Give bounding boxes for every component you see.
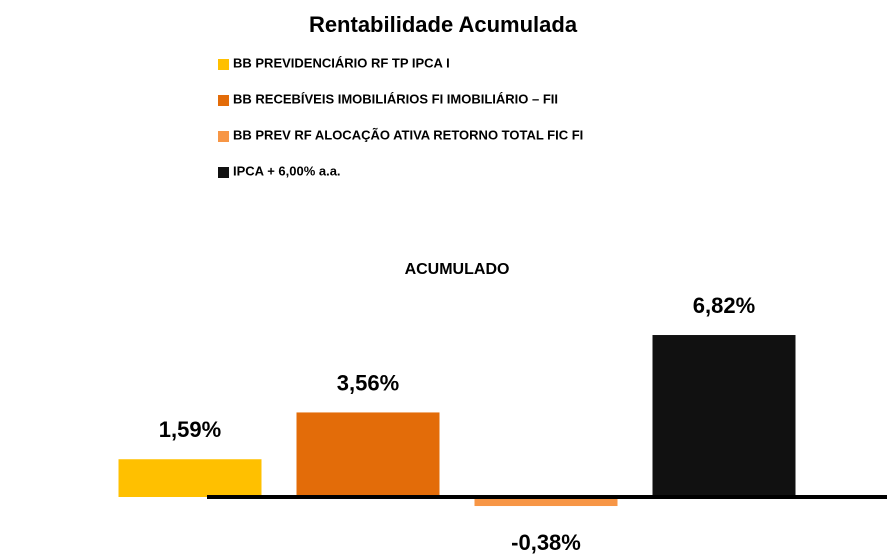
data-label: 1,59%	[159, 417, 221, 442]
legend-swatch	[218, 131, 229, 142]
bar	[118, 459, 262, 497]
category-label: ACUMULADO	[405, 261, 510, 278]
data-label: 6,82%	[693, 293, 755, 318]
legend-swatch	[218, 95, 229, 106]
data-label: -0,38%	[511, 530, 581, 555]
data-label: 3,56%	[337, 370, 399, 395]
legend-label: BB PREVIDENCIÁRIO RF TP IPCA I	[233, 55, 450, 70]
bar	[474, 497, 618, 507]
legend-label: BB RECEBÍVEIS IMOBILIÁRIOS FI IMOBILIÁRI…	[233, 91, 558, 106]
legend-swatch	[218, 167, 229, 178]
legend-label: IPCA + 6,00% a.a.	[233, 163, 341, 178]
legend-swatch	[218, 59, 229, 70]
legend-label: BB PREV RF ALOCAÇÃO ATIVA RETORNO TOTAL …	[233, 127, 583, 142]
chart-title: Rentabilidade Acumulada	[309, 12, 578, 37]
bar	[296, 412, 440, 497]
bar	[652, 335, 796, 497]
